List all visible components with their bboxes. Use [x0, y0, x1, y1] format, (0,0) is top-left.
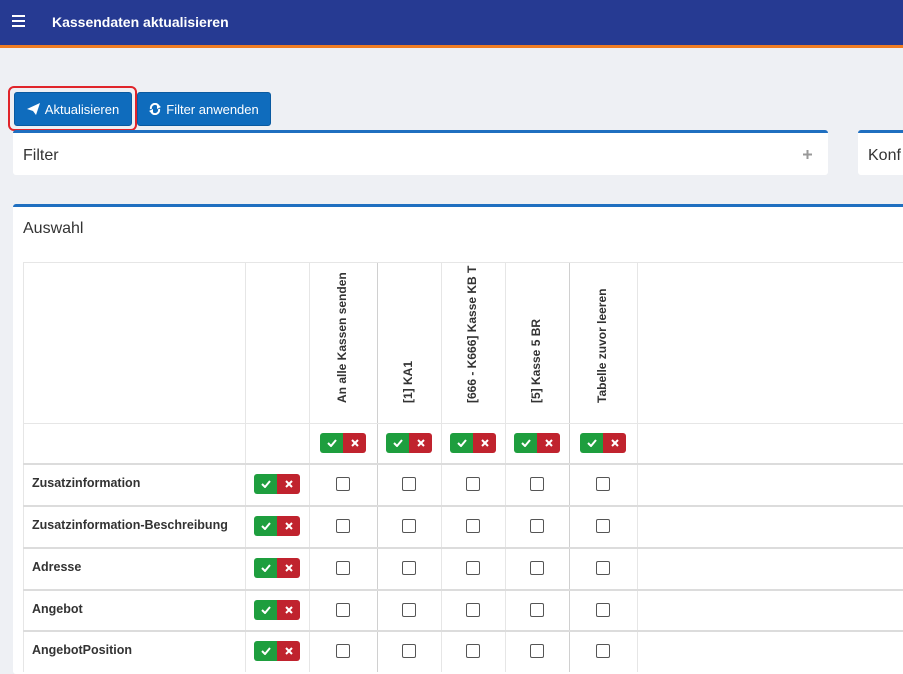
column-header: [5] Kasse 5 BR [529, 318, 543, 403]
checkbox[interactable] [402, 477, 416, 491]
checkbox[interactable] [596, 477, 610, 491]
menu-icon[interactable] [12, 15, 25, 27]
panel-title: Auswahl [23, 220, 84, 237]
toggle [254, 558, 300, 578]
row-label: Zusatzinformation-Beschreibung [32, 518, 228, 532]
header: Kassendaten aktualisieren [0, 0, 903, 45]
checkbox[interactable] [530, 477, 544, 491]
column-border [569, 262, 570, 672]
deselect-all[interactable] [277, 558, 300, 578]
select-all[interactable] [254, 599, 277, 620]
row-border [23, 547, 903, 549]
column-border [505, 262, 506, 672]
checkbox[interactable] [402, 519, 416, 533]
row-label: Adresse [32, 560, 82, 574]
column-border [377, 262, 378, 672]
select-all[interactable] [254, 641, 277, 661]
deselect-all[interactable] [603, 433, 626, 453]
checkbox[interactable] [466, 602, 480, 617]
toggle [450, 433, 496, 453]
selection-panel: Auswahl An alle Kassen senden [1] KA1 [666… [13, 204, 903, 674]
column-header: [666 - K666] Kasse KB T [465, 265, 479, 403]
deselect-all[interactable] [277, 516, 300, 536]
checkbox[interactable] [402, 644, 416, 658]
toggle [254, 599, 300, 620]
checkbox[interactable] [530, 561, 544, 575]
checkbox[interactable] [596, 644, 610, 658]
column-border [441, 262, 442, 672]
toggle [514, 433, 560, 453]
config-panel[interactable]: Konf [858, 130, 903, 175]
checkbox[interactable] [596, 519, 610, 533]
update-button[interactable]: Aktualisieren [14, 92, 132, 126]
button-label: Filter anwenden [166, 101, 259, 117]
column-header: An alle Kassen senden [335, 272, 349, 403]
checkbox[interactable] [530, 602, 544, 617]
checkbox[interactable] [596, 561, 610, 575]
button-label: Aktualisieren [44, 101, 120, 117]
row-label: Angebot [32, 601, 83, 616]
select-all[interactable] [580, 433, 603, 453]
filter-panel[interactable]: Filter [13, 130, 828, 175]
select-all[interactable] [254, 516, 277, 536]
checkbox[interactable] [402, 561, 416, 575]
toggle [254, 516, 300, 536]
table-border [23, 423, 903, 424]
deselect-all[interactable] [409, 433, 432, 453]
row-border [23, 463, 903, 465]
checkbox[interactable] [466, 519, 480, 533]
deselect-all[interactable] [277, 474, 300, 494]
row-border [23, 505, 903, 507]
column-border [309, 262, 310, 672]
checkbox[interactable] [336, 519, 350, 533]
checkbox[interactable] [336, 644, 350, 658]
panel-title: Filter [23, 147, 59, 164]
checkbox[interactable] [402, 602, 416, 617]
toggle [320, 433, 366, 453]
expand-icon[interactable] [803, 150, 812, 159]
header-accent [0, 45, 903, 48]
checkbox[interactable] [530, 644, 544, 658]
row-label: AngebotPosition [32, 643, 132, 657]
select-all[interactable] [254, 474, 277, 494]
column-header: [1] KA1 [401, 360, 415, 403]
table-border [23, 262, 903, 263]
row-border [23, 630, 903, 632]
select-all[interactable] [320, 433, 343, 453]
deselect-all[interactable] [343, 433, 366, 453]
panel-title: Konf [868, 147, 901, 164]
checkbox[interactable] [530, 519, 544, 533]
deselect-all[interactable] [277, 599, 300, 620]
deselect-all[interactable] [473, 433, 496, 453]
checkbox[interactable] [466, 561, 480, 575]
header-title: Kassendaten aktualisieren [52, 14, 229, 30]
select-all[interactable] [514, 433, 537, 453]
filter-button[interactable]: Filter anwenden [137, 92, 271, 126]
select-all[interactable] [450, 433, 473, 453]
checkbox[interactable] [336, 602, 350, 617]
toggle [386, 433, 432, 453]
row-border [23, 589, 903, 591]
checkbox[interactable] [336, 477, 350, 491]
select-all[interactable] [254, 558, 277, 578]
row-label: Zusatzinformation [32, 476, 141, 490]
deselect-all[interactable] [277, 641, 300, 661]
checkbox[interactable] [596, 602, 610, 617]
column-border [245, 262, 246, 672]
toggle [254, 474, 300, 494]
checkbox[interactable] [466, 477, 480, 491]
checkbox[interactable] [336, 561, 350, 575]
table-border [23, 262, 24, 672]
deselect-all[interactable] [537, 433, 560, 453]
column-header: Tabelle zuvor leeren [595, 288, 609, 404]
checkbox[interactable] [466, 644, 480, 658]
select-all[interactable] [386, 433, 409, 453]
toggle [580, 433, 626, 453]
column-border [637, 262, 638, 672]
toggle [254, 641, 300, 661]
